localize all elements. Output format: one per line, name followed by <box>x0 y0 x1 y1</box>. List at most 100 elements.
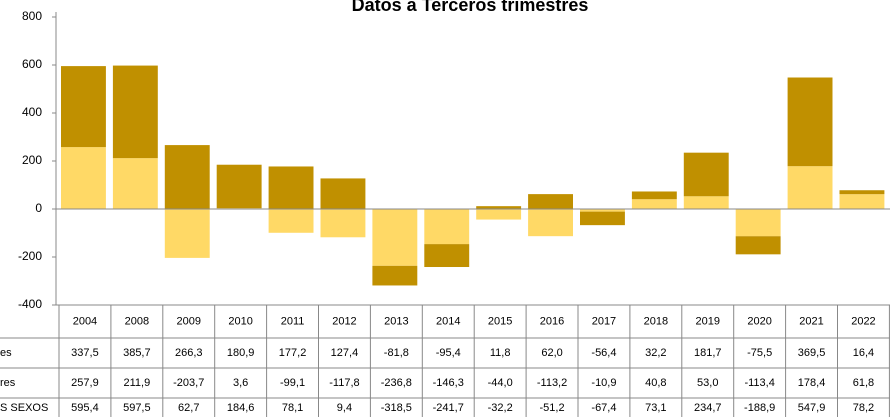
bar-segment <box>424 244 470 268</box>
table-cell: 32,2 <box>645 347 666 359</box>
bar-segment <box>476 209 522 220</box>
bar-segment <box>839 190 885 195</box>
x-tick-label: 2017 <box>592 315 616 327</box>
bar-segment <box>372 265 418 286</box>
bar-segment <box>216 164 262 209</box>
table-cell: -67,4 <box>591 402 616 414</box>
bar-segment <box>476 206 522 209</box>
table-cell: 16,4 <box>853 347 874 359</box>
table-cell: 337,5 <box>71 347 99 359</box>
row-label: S SEXOS <box>0 402 48 414</box>
bar-segment <box>528 209 573 237</box>
table-cell: 266,3 <box>175 347 203 359</box>
bar-segment <box>580 209 625 212</box>
bar-segment <box>372 209 418 266</box>
bar-segment <box>683 196 729 209</box>
table-cell: -32,2 <box>488 402 513 414</box>
table-cell: 385,7 <box>123 347 151 359</box>
table-cell: -236,8 <box>381 377 412 389</box>
x-tick-label: 2022 <box>851 315 875 327</box>
bar-segment <box>683 152 729 197</box>
table-cell: -146,3 <box>433 377 464 389</box>
x-tick-label: 2021 <box>799 315 823 327</box>
bar-segment <box>268 209 314 233</box>
bar-segment <box>839 194 885 209</box>
bar-segment <box>580 211 625 226</box>
table-cell: 597,5 <box>123 402 151 414</box>
bar-segment <box>787 166 833 209</box>
chart-title: Datos a Terceros trimestres <box>352 0 589 15</box>
table-cell: 73,1 <box>645 402 666 414</box>
bar-segment <box>735 236 781 255</box>
table-cell: 127,4 <box>331 347 359 359</box>
bar-segment <box>61 147 106 209</box>
bar-segment <box>631 199 677 209</box>
table-cell: 234,7 <box>694 402 722 414</box>
bar-segment <box>112 158 158 209</box>
x-tick-label: 2004 <box>73 315 97 327</box>
table-cell: 181,7 <box>694 347 722 359</box>
table-cell: -113,4 <box>744 377 774 389</box>
row-label: res <box>0 377 16 389</box>
table-cell: -113,2 <box>537 377 567 389</box>
table-cell: 257,9 <box>71 377 99 389</box>
x-tick-label: 2011 <box>281 315 305 327</box>
x-tick-label: 2020 <box>747 315 771 327</box>
x-tick-label: 2012 <box>332 315 356 327</box>
table-cell: 184,6 <box>227 402 255 414</box>
table-cell: 595,4 <box>71 402 99 414</box>
table-cell: -318,5 <box>381 402 412 414</box>
table-cell: -188,9 <box>744 402 775 414</box>
table-cell: 9,4 <box>337 402 352 414</box>
table-cell: 180,9 <box>227 347 255 359</box>
table-cell: 62,7 <box>178 402 199 414</box>
table-cell: -81,8 <box>384 347 409 359</box>
table-cell: -117,8 <box>329 377 359 389</box>
bar-segment <box>424 209 470 245</box>
bar-segment <box>61 66 106 148</box>
bar-segment <box>528 194 573 209</box>
bar-segment <box>112 65 158 159</box>
table-cell: -203,7 <box>173 377 204 389</box>
table-cell: -241,7 <box>433 402 464 414</box>
y-tick-label: -200 <box>18 249 42 263</box>
bar-segment <box>268 166 314 209</box>
bar-segment <box>320 178 366 209</box>
x-tick-label: 2008 <box>125 315 149 327</box>
table-cell: -44,0 <box>488 377 513 389</box>
y-tick-label: 0 <box>35 201 42 215</box>
x-tick-label: 2010 <box>228 315 252 327</box>
y-tick-label: 600 <box>22 57 42 71</box>
table-cell: 62,0 <box>541 347 562 359</box>
x-tick-label: 2016 <box>540 315 564 327</box>
bar-segment <box>164 209 210 258</box>
table-cell: -51,2 <box>540 402 565 414</box>
y-tick-label: 200 <box>22 153 42 167</box>
table-cell: 178,4 <box>798 377 826 389</box>
table-cell: 547,9 <box>798 402 826 414</box>
table-cell: 3,6 <box>233 377 248 389</box>
x-tick-label: 2009 <box>177 315 201 327</box>
bar-segment <box>631 191 677 200</box>
y-tick-label: 800 <box>22 9 42 23</box>
x-tick-label: 2014 <box>436 315 460 327</box>
table-cell: 40,8 <box>645 377 666 389</box>
bar-segment <box>164 145 210 209</box>
table-cell: 53,0 <box>697 377 718 389</box>
table-cell: 78,1 <box>282 402 303 414</box>
table-cell: -99,1 <box>280 377 305 389</box>
table-cell: -10,9 <box>591 377 616 389</box>
bar-segment <box>320 209 366 238</box>
table-cell: -95,4 <box>436 347 461 359</box>
table-cell: 61,8 <box>853 377 874 389</box>
row-label: es <box>0 347 12 359</box>
x-tick-label: 2018 <box>644 315 668 327</box>
y-tick-label: 400 <box>22 105 42 119</box>
table-cell: 11,8 <box>490 347 511 359</box>
table-cell: 369,5 <box>798 347 826 359</box>
table-cell: 78,2 <box>853 402 874 414</box>
table-cell: -56,4 <box>591 347 616 359</box>
table-cell: 211,9 <box>123 377 150 389</box>
x-tick-label: 2019 <box>696 315 720 327</box>
